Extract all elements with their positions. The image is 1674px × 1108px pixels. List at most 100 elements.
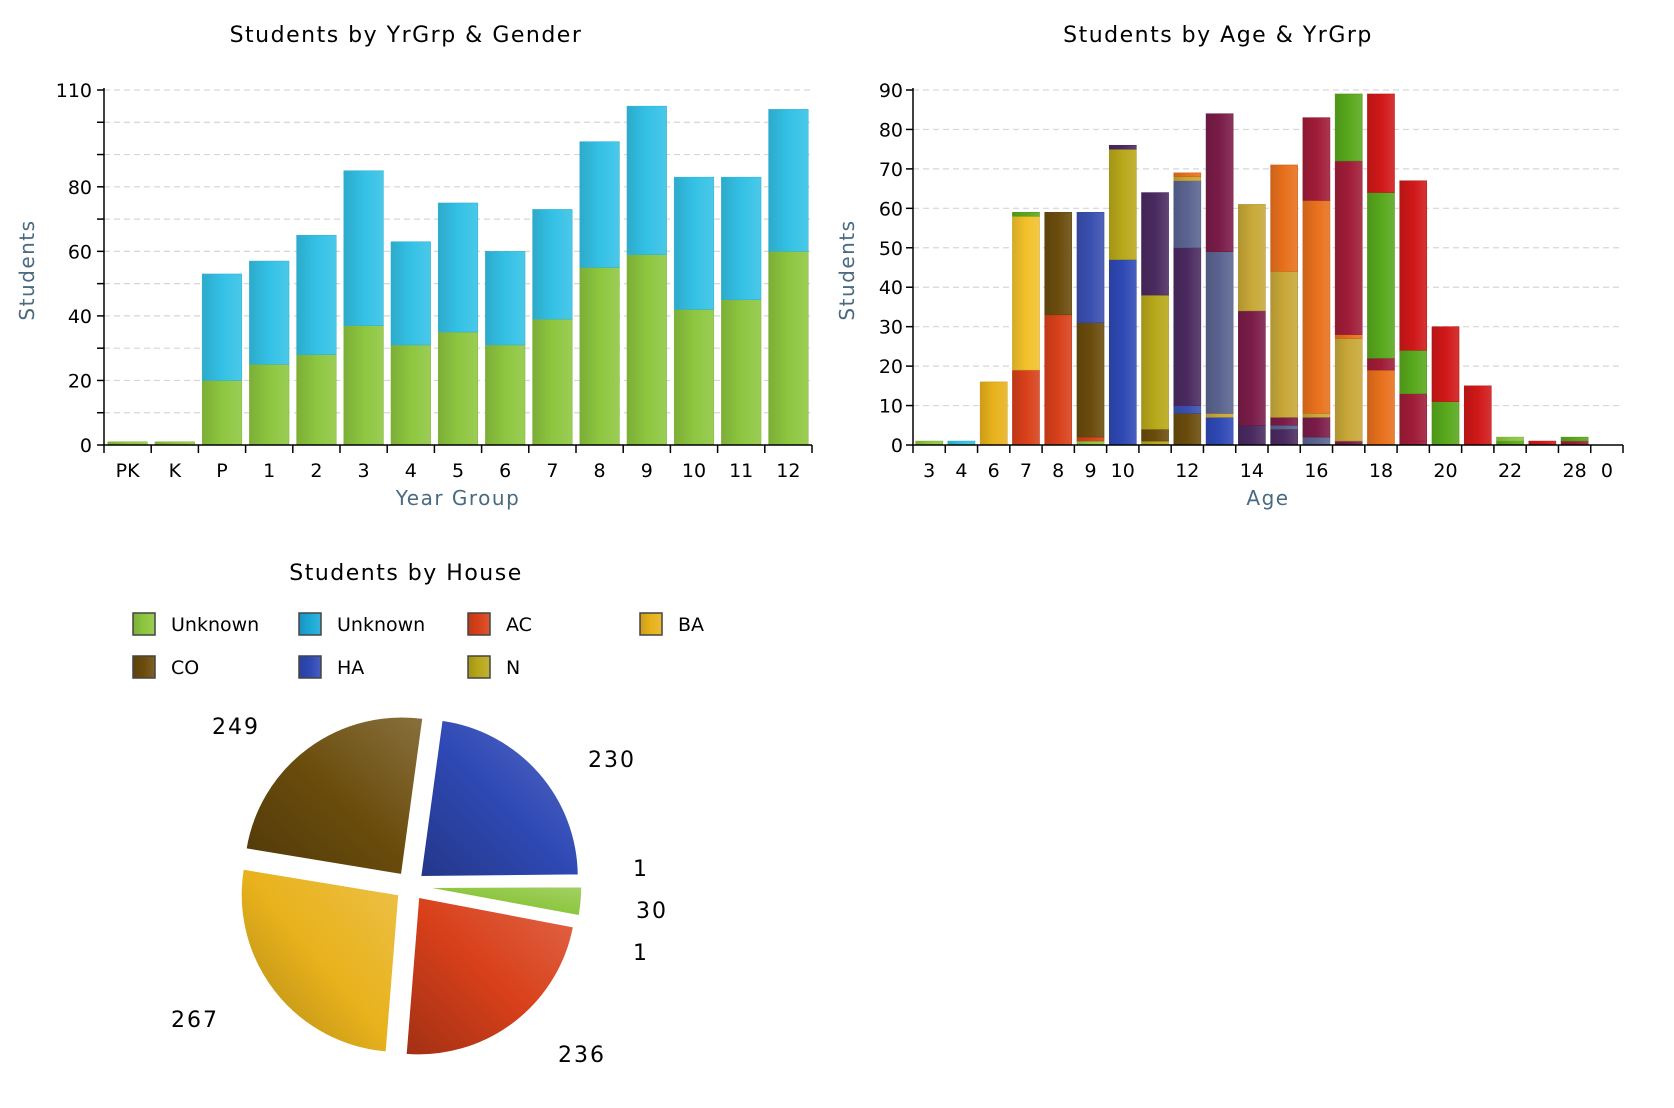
chart-students-by-age-yrgrp: Students by Age & YrGrp 0102030405060708… (835, 23, 1624, 510)
chart2-bar-segment (1302, 413, 1331, 418)
chart1-bar-segment (626, 254, 667, 446)
chart1-y-tick-label: 60 (68, 241, 92, 263)
chart1-x-tick-label: PK (116, 460, 140, 482)
legend-swatch (639, 612, 663, 636)
chart1-x-tick-label: 11 (729, 460, 753, 482)
chart2-bar-segment (1173, 176, 1202, 181)
chart2-bar-segment (1399, 393, 1428, 442)
chart2-y-tick-label: 20 (879, 356, 903, 378)
chart-students-by-yrgrp-gender: Students by YrGrp & Gender 020406080110 … (15, 23, 813, 510)
chart1-x-tick-label: K (169, 460, 182, 482)
chart1-bar-segment (626, 105, 667, 255)
chart1-x-tick-label: 5 (452, 460, 464, 482)
chart2-bar-segment (1173, 247, 1202, 406)
chart2-bar-segment (1173, 413, 1202, 446)
chart1-bar-segment (768, 251, 809, 446)
chart2-bar-segment (1560, 436, 1589, 442)
chart2-y-tick-label: 70 (879, 159, 903, 181)
chart1-bar-segment (579, 267, 620, 446)
chart2-bar-segment (1205, 251, 1234, 414)
chart1-bar-segment (343, 170, 384, 326)
chart1-bar-segment (296, 234, 337, 355)
legend-label: Unknown (171, 614, 259, 636)
chart2-bar-segment (1205, 113, 1234, 252)
chart2-bar-segment (1431, 401, 1460, 446)
chart2-bar-segment (1141, 428, 1169, 442)
chart2-bar-segment (1302, 200, 1331, 414)
chart2-bar-segment (1238, 425, 1266, 446)
pie-slice-label: 1 (633, 857, 649, 882)
chart1-x-tick-label: 10 (682, 460, 706, 482)
chart1-bar-segment (343, 325, 384, 446)
chart2-bar-segment (1367, 369, 1395, 446)
chart1-bar-segment (768, 109, 809, 252)
chart2-bar-segment (1108, 259, 1137, 446)
chart2-bar-segment (1431, 326, 1460, 402)
chart2-bar-segment (1238, 204, 1266, 312)
chart2-x-tick-label: 0 (1601, 460, 1613, 482)
chart2-bar-segment (1012, 369, 1040, 446)
chart3-title: Students by House (289, 561, 522, 586)
chart2-bar-segment (1076, 436, 1105, 442)
chart2-bar-segment (1044, 314, 1073, 446)
chart1-x-tick-label: 8 (594, 460, 606, 482)
chart2-bar-segment (1205, 417, 1234, 446)
legend-label: Unknown (337, 614, 425, 636)
chart1-x-tick-label: 6 (499, 460, 511, 482)
chart2-bar-segment (1399, 350, 1428, 394)
chart2-bar-segment (1334, 334, 1363, 339)
pie-slice-label: 30 (636, 899, 668, 924)
chart2-bar-segment (1334, 93, 1363, 162)
chart2-x-tick-label: 3 (923, 460, 935, 482)
pie-slice (423, 885, 583, 917)
chart2-bar-segment (1141, 192, 1169, 296)
chart2-x-tick-label: 7 (1020, 460, 1032, 482)
legend-swatch (467, 655, 491, 679)
pie-slice-label: 249 (212, 715, 260, 740)
chart2-x-tick-label: 16 (1304, 460, 1328, 482)
legend-swatch (467, 612, 491, 636)
chart2-bar-segment (1334, 338, 1363, 442)
legend-item[interactable]: Unknown (298, 612, 425, 636)
chart2-bar-segment (1173, 180, 1202, 249)
chart2-y-axis-label: Students (835, 219, 859, 320)
chart2-bar-segment (1367, 357, 1395, 371)
legend-item[interactable]: AC (467, 612, 532, 636)
chart1-bar-segment (485, 344, 526, 446)
chart1-bar-segment (437, 202, 479, 333)
legend-item[interactable]: Unknown (132, 612, 259, 636)
legend-item[interactable]: BA (639, 612, 704, 636)
chart2-x-tick-label: 4 (955, 460, 967, 482)
chart1-x-tick-label: 3 (358, 460, 370, 482)
chart1-x-tick-label: 4 (405, 460, 417, 482)
chart1-bar-segment (485, 251, 526, 346)
chart2-bar-segment (1173, 172, 1202, 178)
chart2-y-tick-label: 10 (879, 396, 903, 418)
chart-students-by-house: Students by House Unknown Unknown AC BA CO HA… (132, 561, 704, 1068)
chart2-x-tick-label: 28 (1562, 460, 1586, 482)
chart1-bar-segment (532, 318, 573, 446)
legend-item[interactable]: N (467, 655, 520, 679)
chart1-bar-segment (437, 331, 479, 446)
chart1-bar-segment (673, 309, 715, 446)
chart2-y-tick-label: 40 (879, 277, 903, 299)
chart2-bar-segment (1496, 436, 1524, 442)
chart2-x-tick-label: 12 (1175, 460, 1199, 482)
pie-slice-label: 267 (171, 1008, 219, 1033)
legend-item[interactable]: CO (132, 655, 199, 679)
legend-swatch (132, 612, 156, 636)
pie-slice-label: 230 (588, 748, 636, 773)
chart2-x-tick-label: 22 (1498, 460, 1522, 482)
chart1-bar-segment (249, 364, 290, 446)
chart2-bar-segment (1302, 436, 1331, 446)
legend-label: CO (171, 657, 199, 679)
chart1-x-tick-label: P (216, 460, 227, 482)
chart1-bar-segment (201, 380, 243, 446)
chart2-y-tick-label: 80 (879, 119, 903, 141)
legend-item[interactable]: HA (298, 655, 364, 679)
chart2-bar-segment (1108, 148, 1137, 260)
chart1-bar-segment (673, 176, 715, 310)
chart2-bar-segment (1173, 405, 1202, 414)
chart1-bar-segment (201, 273, 243, 381)
